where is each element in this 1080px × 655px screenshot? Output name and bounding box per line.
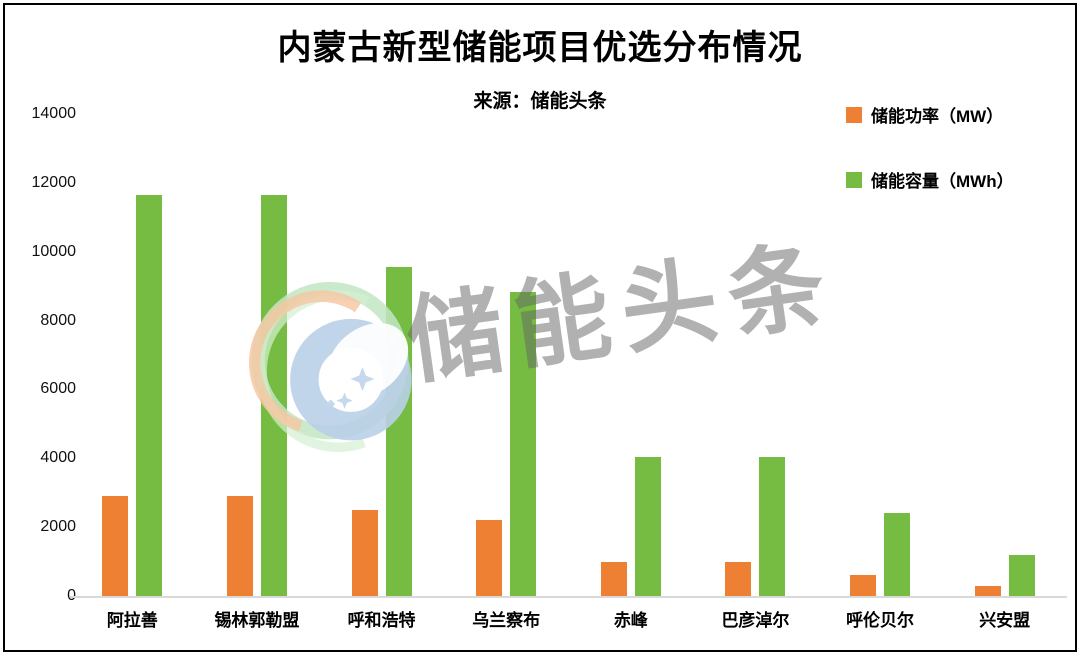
power-bar-6 [850,575,877,596]
x-tick-label: 巴彦淖尔 [721,611,790,630]
y-tick-label: 12000 [31,173,77,191]
x-tick-label: 呼伦贝尔 [846,611,915,630]
y-tick-label: 2000 [40,518,76,536]
bar-group [693,114,818,596]
capacity-bar-4 [634,457,661,596]
legend-label: 储能功率（MW） [871,107,1004,126]
y-tick-label: 14000 [31,105,77,122]
x-tick-label: 呼和浩特 [347,611,416,630]
power-bar-0 [102,496,129,596]
power-bar-7 [974,585,1001,596]
power-bar-1 [226,496,253,596]
legend-swatch [846,106,862,123]
legend-item-capacity: 储能容量（MWh） [846,167,1014,192]
legend: 储能功率（MW） 储能容量（MWh） [846,102,1014,192]
bar-group [70,114,195,596]
power-bar-2 [351,509,378,596]
chart-subtitle: 来源：储能头条 [473,91,607,112]
y-tick-label: 6000 [40,380,76,398]
bar-group [569,114,694,596]
capacity-bar-7 [1008,554,1035,596]
bar-group [195,114,320,596]
y-tick-label: 10000 [31,242,77,260]
power-bar-5 [725,561,752,596]
capacity-bar-0 [136,194,163,596]
capacity-bar-3 [510,291,537,596]
x-tick-label: 兴安盟 [979,611,1031,630]
x-tick-label: 锡林郭勒盟 [214,611,300,630]
legend-item-power: 储能功率（MW） [846,102,1014,127]
legend-swatch [846,171,862,188]
legend-label: 储能容量（MWh） [871,172,1014,191]
bar-group [444,114,569,596]
y-tick-label: 8000 [40,311,76,329]
x-tick-label: 阿拉善 [106,611,158,630]
chart-title: 内蒙古新型储能项目优选分布情况 [277,29,803,67]
x-axis: 阿拉善 锡林郭勒盟 呼和浩特 乌兰察布 赤峰 巴彦淖尔 呼伦贝尔 兴安盟 [70,606,1067,631]
y-tick-label: 4000 [40,449,76,467]
bar-group [818,114,943,596]
capacity-bar-2 [385,267,412,596]
bar-group [319,114,444,596]
plot-area [70,114,1067,598]
power-bar-4 [600,561,627,596]
capacity-bar-5 [759,457,786,596]
capacity-bar-6 [884,513,911,596]
capacity-bar-1 [260,194,287,596]
y-tick-label: 0 [67,587,76,604]
y-axis: 0 2000 4000 6000 8000 10000 12000 14000 [0,0,77,655]
x-tick-label: 赤峰 [613,611,648,630]
x-tick-label: 乌兰察布 [472,611,541,630]
power-bar-3 [476,520,503,596]
bar-group [942,114,1067,596]
